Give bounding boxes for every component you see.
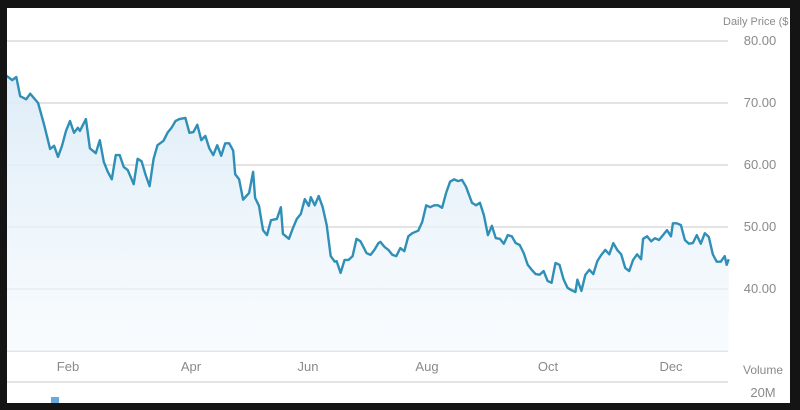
x-tick-label: Aug <box>415 359 438 374</box>
volume-axis-title: Volume <box>743 363 783 377</box>
y-tick-label: 40.00 <box>744 281 777 296</box>
y-tick-label: 80.00 <box>744 33 777 48</box>
price-chart: Daily Price ($ 80.00 70.00 60.00 50.00 4… <box>7 16 788 403</box>
y-tick-label: 70.00 <box>744 95 777 110</box>
x-tick-label: Dec <box>659 359 683 374</box>
x-tick-label: Jun <box>298 359 319 374</box>
y-axis-title: Daily Price ($ <box>723 16 788 28</box>
volume-bar <box>51 397 59 403</box>
price-line <box>7 74 730 294</box>
y-tick-label: 60.00 <box>744 157 777 172</box>
price-area <box>7 76 729 351</box>
volume-tick-label: 20M <box>750 385 775 400</box>
stock-chart-panel: Daily Price ($ 80.00 70.00 60.00 50.00 4… <box>7 8 790 403</box>
x-tick-label: Feb <box>57 359 79 374</box>
x-tick-label: Oct <box>538 359 559 374</box>
x-tick-label: Apr <box>181 359 202 374</box>
y-tick-label: 50.00 <box>744 219 777 234</box>
